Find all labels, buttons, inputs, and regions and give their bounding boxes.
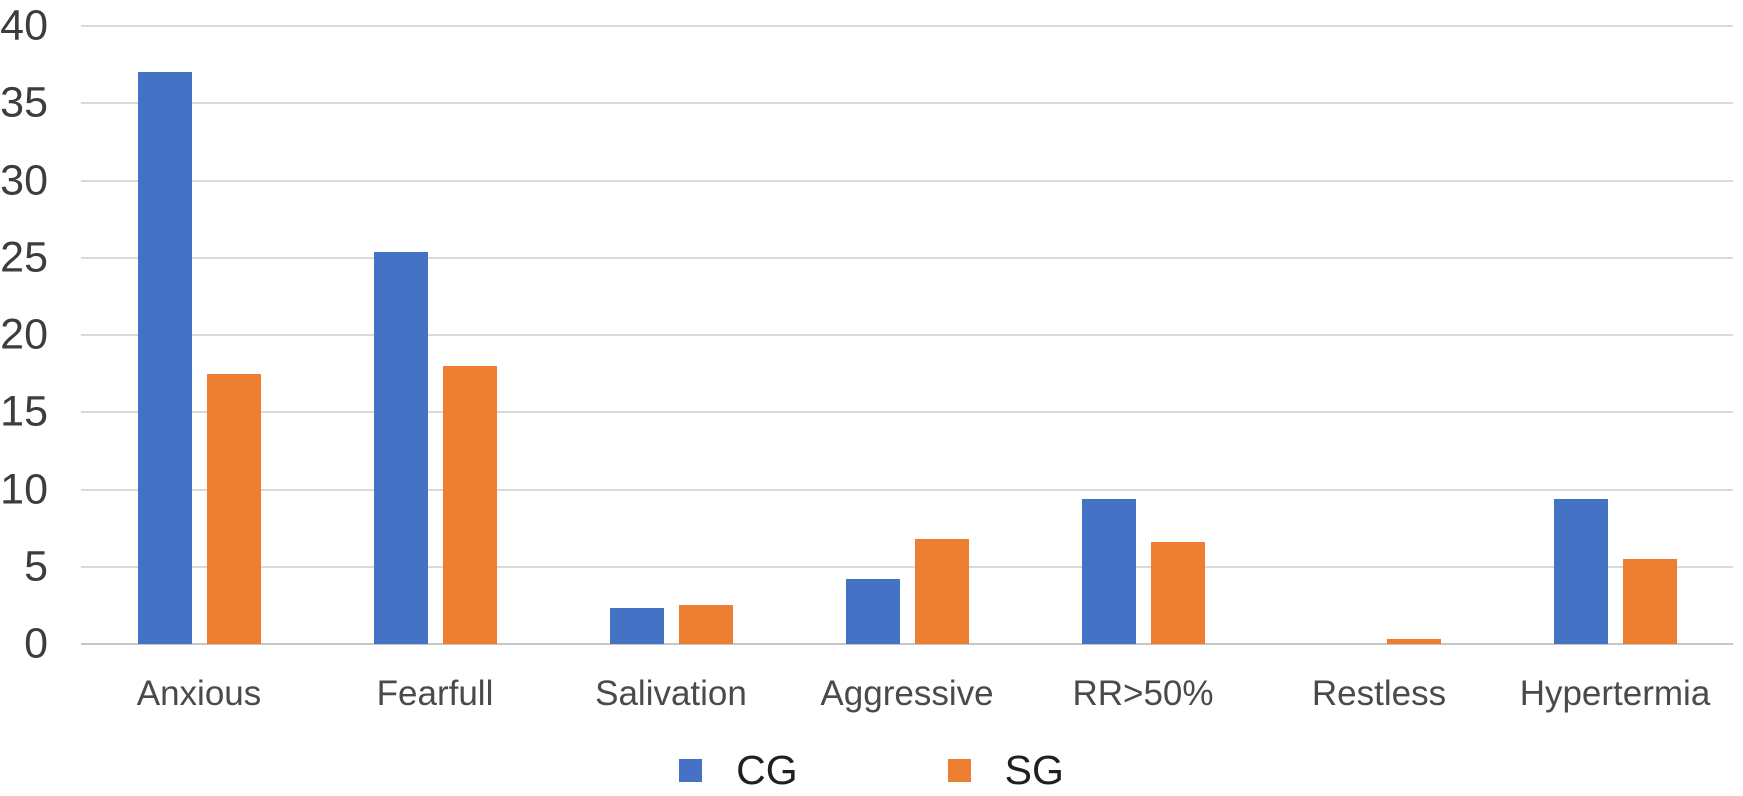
bar-sg-fearfull: [442, 365, 497, 644]
x-axis: Anxious Fearfull Salivation Aggressive RR>50…: [81, 674, 1733, 714]
x-axis-label-restless: Restless: [1311, 674, 1447, 713]
gridline-0: [81, 643, 1733, 645]
bar-cg-hypertermia: [1553, 498, 1608, 644]
bar-cg-anxious: [137, 72, 192, 644]
bar-cg-rr-50: [1081, 498, 1136, 644]
gridline-15: [81, 411, 1733, 414]
gridline-5: [81, 565, 1733, 568]
bar-group-salivation: [553, 26, 789, 644]
x-axis-label-rr-50: RR>50%: [1072, 674, 1214, 713]
gridline-30: [81, 179, 1733, 182]
y-tick-label-25: 25: [0, 233, 48, 282]
y-tick-label-35: 35: [0, 78, 48, 127]
y-tick-label-0: 0: [24, 619, 48, 668]
legend-label-cg: CG: [736, 747, 798, 793]
plot-area: [81, 25, 1733, 645]
bar-cg-fearfull: [373, 251, 428, 644]
legend-item-sg: SG: [947, 747, 1064, 793]
legend: CG SG: [0, 750, 1743, 791]
x-axis-label-aggressive: Aggressive: [820, 674, 994, 713]
bar-group-aggressive: [789, 26, 1025, 644]
bar-cg-salivation: [609, 608, 664, 644]
legend-label-sg: SG: [1004, 747, 1064, 793]
legend-swatch-sg: [947, 759, 971, 782]
x-axis-label-hypertermia: Hypertermia: [1519, 674, 1711, 713]
bar-group-hypertermia: [1497, 26, 1733, 644]
legend-item-cg: CG: [679, 750, 798, 791]
x-axis-label-fearfull: Fearfull: [376, 674, 494, 713]
x-axis-label-salivation: Salivation: [595, 674, 747, 713]
bar-group-anxious: [81, 26, 317, 644]
y-tick-label-5: 5: [24, 542, 48, 591]
y-tick-label-40: 40: [0, 1, 48, 50]
bar-group-fearfull: [317, 26, 553, 644]
bar-sg-salivation: [678, 605, 733, 644]
gridline-40: [81, 25, 1733, 27]
bar-sg-anxious: [206, 373, 261, 644]
bar-group-rr-50: [1025, 26, 1261, 644]
y-axis: 0 5 10 15 20 25 30 35 40: [0, 4, 62, 665]
gridline-10: [81, 488, 1733, 491]
y-tick-label-15: 15: [0, 387, 48, 436]
bar-sg-rr-50: [1150, 542, 1205, 644]
y-tick-label-30: 30: [0, 156, 48, 204]
gridline-35: [81, 102, 1733, 105]
legend-swatch-cg: [679, 759, 703, 782]
bar-sg-restless: [1386, 639, 1441, 644]
y-tick-label-10: 10: [0, 465, 48, 513]
gridline-25: [81, 256, 1733, 259]
bar-sg-hypertermia: [1622, 559, 1677, 644]
bar-group-restless: [1261, 26, 1497, 644]
bar-sg-aggressive: [914, 538, 969, 644]
gridline-20: [81, 334, 1733, 336]
bar-cg-aggressive: [845, 579, 900, 644]
y-tick-label-20: 20: [0, 310, 48, 359]
x-axis-label-anxious: Anxious: [136, 674, 262, 713]
